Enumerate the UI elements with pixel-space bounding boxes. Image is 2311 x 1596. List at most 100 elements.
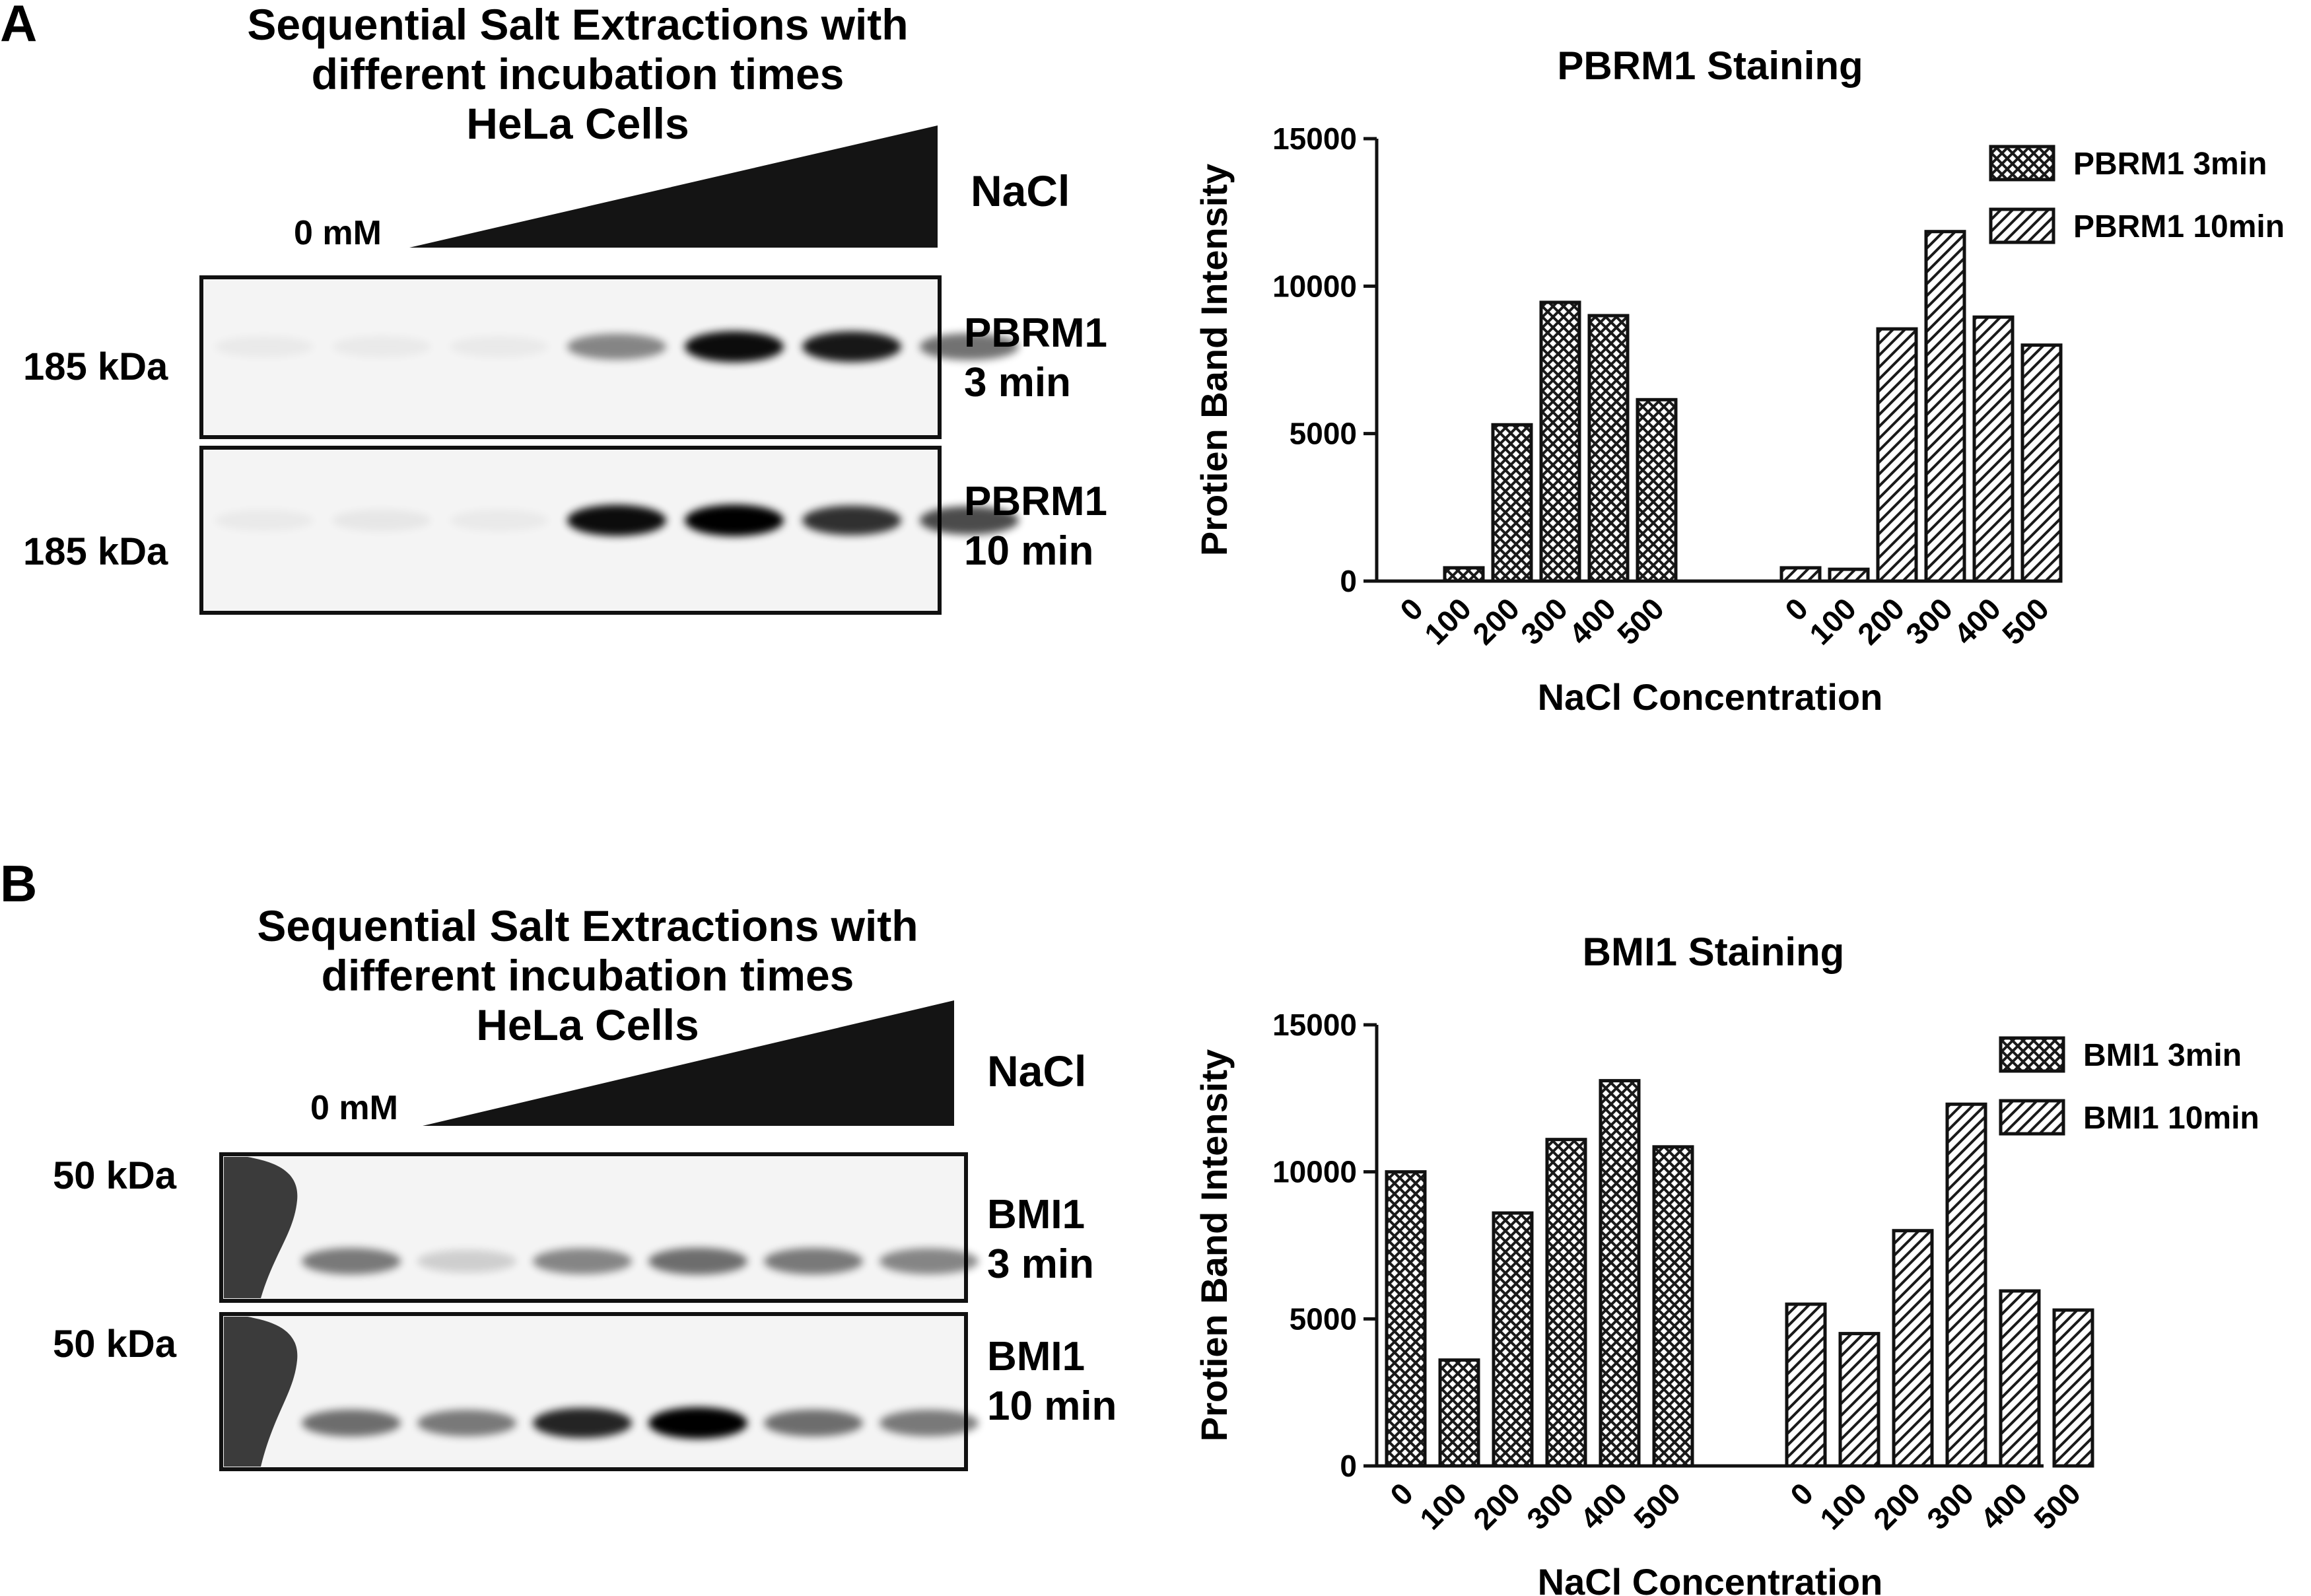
blot-band — [533, 1248, 632, 1274]
bar — [1636, 398, 1678, 583]
blot-band — [215, 336, 314, 357]
blot-title-line: different incubation times — [322, 951, 854, 1000]
zero-mm-label: 0 mM — [294, 214, 382, 252]
salt-gradient-wedge — [423, 1000, 954, 1126]
blot-strip — [219, 1312, 979, 1471]
legend-swatch — [1989, 207, 2055, 244]
bar — [1491, 423, 1533, 583]
chart-title: PBRM1 Staining — [1557, 44, 1863, 88]
legend-label: BMI1 3min — [2083, 1038, 2242, 1073]
bar-chart-a: PBRM1 Staining Protien Band Intensity 0 500… — [1193, 44, 2285, 718]
blot-row-label: BMI1 — [987, 1334, 1085, 1379]
blot-band — [648, 1247, 747, 1275]
kda-label: 185 kDa — [23, 530, 168, 573]
y-tick-label: 5000 — [1290, 417, 1357, 451]
bar — [1438, 1358, 1480, 1468]
legend-swatch — [1989, 145, 2055, 182]
bar — [1972, 315, 2015, 583]
bar — [1652, 1145, 1694, 1468]
blot-row-label: PBRM1 — [964, 479, 1107, 524]
blot-band — [920, 333, 1019, 361]
y-axis-title: Protien Band Intensity — [1193, 164, 1235, 556]
blot-band — [567, 333, 666, 360]
blot-band — [880, 1410, 979, 1436]
blot-band — [417, 1410, 516, 1436]
blot-strip — [199, 275, 1019, 439]
x-tick-label: 0 — [1383, 1476, 1420, 1512]
x-tick-label: 200 — [1466, 1476, 1527, 1536]
blot-row-label: 10 min — [964, 528, 1093, 574]
blot-band — [533, 1408, 632, 1438]
bar — [1999, 1289, 2041, 1468]
x-tick-label: 300 — [1514, 591, 1574, 651]
x-tick-label: 500 — [1610, 591, 1671, 651]
blot-band — [332, 509, 431, 532]
blot-band — [567, 504, 666, 536]
bar — [1945, 1102, 1987, 1468]
blot-row-label: 3 min — [987, 1241, 1094, 1287]
legend-label: PBRM1 10min — [2073, 209, 2285, 244]
panel-letter: B — [0, 854, 37, 913]
nacl-label: NaCl — [971, 166, 1070, 215]
kda-label: 50 kDa — [53, 1154, 177, 1197]
y-axis-title: Protien Band Intensity — [1193, 1049, 1235, 1441]
y-tick-label: 5000 — [1290, 1301, 1357, 1336]
x-tick-label: 200 — [1466, 591, 1526, 651]
panel-a: A Sequential Salt Extractions with diffe… — [0, 0, 2285, 718]
x-tick-label: 500 — [2027, 1476, 2087, 1536]
blot-band — [920, 506, 1019, 535]
x-tick-label: 400 — [1562, 591, 1622, 651]
ladder-lane — [224, 1157, 298, 1298]
x-tick-label: 100 — [1418, 591, 1478, 651]
panel-b: B Sequential Salt Extractions with diffe… — [0, 854, 2259, 1596]
blot-band — [450, 335, 549, 358]
x-tick-label: 100 — [1413, 1476, 1473, 1536]
bar — [1785, 1302, 1827, 1468]
x-tick-label: 300 — [1520, 1476, 1580, 1536]
y-tick-label: 15000 — [1272, 121, 1357, 156]
bar — [1385, 1170, 1427, 1468]
bar — [1876, 327, 1918, 583]
y-tick-label: 10000 — [1272, 269, 1357, 303]
blot-band — [450, 509, 549, 532]
bar — [1924, 230, 1966, 583]
bar — [2020, 343, 2063, 583]
x-axis-title: NaCl Concentration — [1538, 676, 1883, 718]
panel-letter: A — [0, 0, 37, 52]
blot-band — [764, 1409, 863, 1437]
blot-band — [802, 505, 901, 536]
legend-swatch — [1999, 1036, 2065, 1073]
y-tick-label: 10000 — [1272, 1155, 1357, 1189]
blot-band — [685, 331, 784, 363]
chart-title: BMI1 Staining — [1583, 930, 1845, 974]
blot-band — [302, 1248, 401, 1274]
blot-row-label: PBRM1 — [964, 310, 1107, 356]
x-tick-label: 500 — [1627, 1476, 1687, 1536]
bar — [1587, 314, 1630, 583]
legend-label: PBRM1 3min — [2073, 147, 2267, 182]
x-tick-label: 400 — [1974, 1476, 2034, 1536]
blot-title-line: Sequential Salt Extractions with — [247, 0, 908, 49]
blot-band — [417, 1249, 516, 1273]
blot-a: Sequential Salt Extractions with differe… — [23, 0, 1107, 615]
blot-row-label: BMI1 — [987, 1192, 1085, 1237]
blot-band — [764, 1248, 863, 1274]
bar — [1599, 1079, 1641, 1468]
blot-band — [332, 335, 431, 358]
bar — [1838, 1332, 1880, 1468]
bar — [2052, 1308, 2094, 1468]
x-tick-label: 0 — [1783, 1476, 1820, 1512]
bar — [1779, 566, 1822, 583]
bar — [1892, 1229, 1934, 1468]
blot-frame — [219, 1312, 968, 1471]
x-tick-label: 100 — [1813, 1476, 1873, 1536]
blot-band — [215, 510, 314, 531]
x-axis-title: NaCl Concentration — [1538, 1561, 1883, 1596]
y-tick-label: 0 — [1340, 1449, 1357, 1483]
blot-title-line: different incubation times — [312, 50, 845, 98]
nacl-label: NaCl — [987, 1047, 1086, 1095]
y-tick-label: 0 — [1340, 564, 1357, 598]
blot-title-line: HeLa Cells — [466, 99, 689, 148]
